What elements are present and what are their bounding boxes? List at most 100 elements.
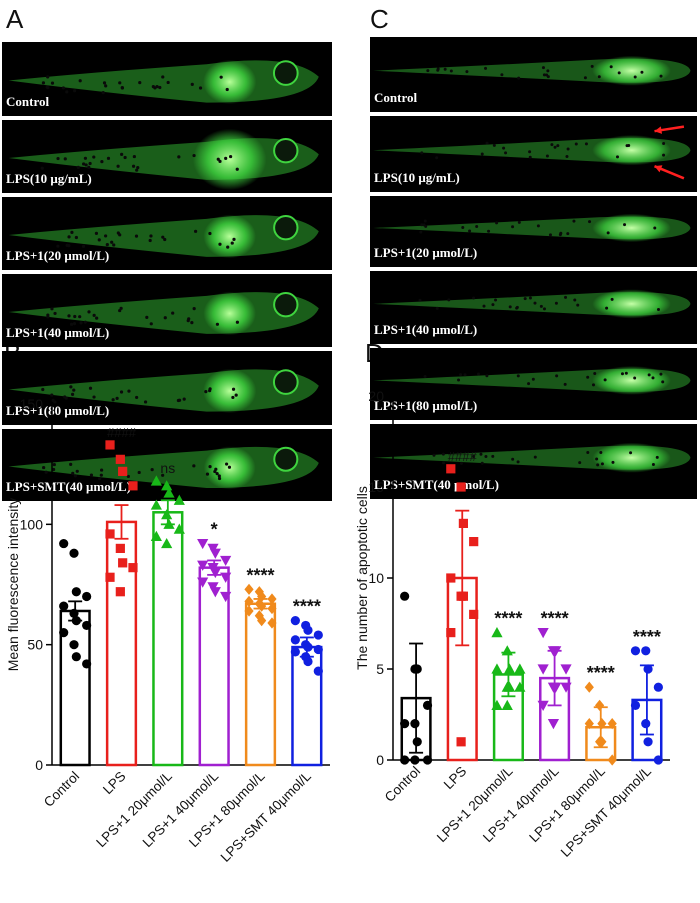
data-point [71, 652, 81, 662]
data-point [209, 567, 221, 579]
data-point [163, 518, 175, 529]
data-point [197, 560, 209, 571]
data-point [254, 610, 264, 622]
data-point [491, 627, 503, 638]
pigment-spot [98, 476, 102, 481]
pigment-spot [149, 234, 153, 238]
pigment-spot [553, 145, 557, 149]
pigment-spot [565, 155, 569, 159]
pigment-spot [531, 377, 535, 381]
fish-head-glow [592, 442, 671, 473]
red-arrow-head-icon [654, 165, 663, 173]
significance-label: #### [448, 449, 478, 464]
pigment-spot [442, 461, 446, 465]
pigment-spot [182, 397, 186, 401]
pigment-spot [554, 301, 558, 305]
pigment-spot [214, 467, 218, 471]
fish-eye [273, 446, 299, 472]
pigment-spot [70, 230, 74, 234]
pigment-spot [208, 465, 212, 469]
pigment-spot [65, 90, 69, 94]
pigment-spot [633, 376, 637, 380]
pigment-spot [67, 235, 71, 239]
data-point [82, 659, 92, 669]
pigment-spot [591, 383, 595, 387]
data-point [537, 664, 549, 675]
pigment-spot [75, 469, 79, 473]
significance-label: **** [587, 663, 615, 683]
panel-a-fish-image: LPS+1(40 μmol/L) [2, 274, 332, 347]
data-point [173, 523, 185, 534]
data-point [595, 699, 605, 711]
pigment-spot [563, 382, 567, 386]
pigment-spot [661, 380, 665, 384]
y-tick-label: 50 [27, 637, 43, 653]
y-axis-label: Mean fluorescence intensity [5, 498, 21, 672]
fish-caption: LPS+1(20 μmol/L) [374, 245, 478, 260]
pigment-spot [92, 395, 96, 399]
pigment-spot [504, 151, 508, 155]
pigment-spot [558, 233, 562, 237]
pigment-spot [74, 235, 78, 240]
pigment-spot [219, 75, 223, 79]
pigment-spot [161, 473, 165, 477]
fish-caption: LPS+SMT(40 μmol/L) [6, 479, 131, 494]
pigment-spot [586, 451, 590, 455]
pigment-spot [494, 298, 498, 302]
pigment-spot [50, 81, 55, 85]
pigment-spot [102, 81, 107, 85]
data-point [267, 593, 277, 605]
pigment-spot [227, 465, 232, 469]
pigment-spot [72, 388, 76, 392]
significance-label: #### [107, 425, 137, 440]
pigment-spot [87, 165, 91, 169]
pigment-spot [88, 386, 93, 390]
data-point [150, 530, 162, 541]
pigment-spot [463, 373, 467, 377]
fish-caption: LPS+1(20 μmol/L) [6, 248, 110, 263]
pigment-spot [100, 468, 104, 472]
pigment-spot [69, 322, 74, 326]
data-point [118, 558, 128, 568]
pigment-spot [528, 296, 532, 300]
pigment-spot [70, 392, 75, 396]
pigment-spot [420, 223, 424, 227]
data-point [458, 518, 468, 528]
pigment-spot [51, 467, 56, 472]
fish-caption: Control [6, 94, 50, 109]
pigment-spot [606, 231, 610, 235]
panel-a-fish-image: LPS+1(80 μmol/L) [2, 351, 332, 425]
fish-caption: LPS+1(40 μmol/L) [6, 325, 110, 340]
pigment-spot [545, 154, 549, 158]
data-point [71, 616, 81, 626]
data-point [115, 454, 125, 464]
pigment-spot [472, 296, 476, 300]
data-point [410, 755, 420, 765]
pigment-spot [217, 476, 222, 481]
data-point [71, 587, 81, 597]
chart-d-apoptotic-cells: 0 5 10 15 20 The number of apoptotic cells Con… [355, 388, 670, 860]
pigment-spot [564, 295, 568, 299]
pigment-spot [419, 230, 423, 234]
pigment-spot [115, 396, 119, 400]
pigment-spot [163, 237, 167, 242]
pigment-spot [208, 389, 212, 393]
pigment-spot [432, 453, 436, 457]
pigment-spot [420, 151, 424, 155]
pigment-spot [83, 156, 88, 160]
data-point [105, 440, 115, 450]
significance-label: * [211, 520, 218, 540]
pigment-spot [148, 238, 152, 243]
pigment-spot [136, 165, 140, 170]
data-point [290, 616, 300, 626]
data-point [630, 646, 641, 656]
pigment-spot [177, 398, 182, 402]
pigment-spot [132, 154, 136, 159]
pigment-spot [548, 233, 552, 237]
pigment-spot [603, 378, 607, 382]
pigment-spot [76, 165, 80, 169]
pigment-spot [51, 398, 55, 402]
pigment-spot [476, 372, 480, 376]
pigment-spot [491, 303, 495, 307]
pigment-spot [67, 314, 71, 318]
